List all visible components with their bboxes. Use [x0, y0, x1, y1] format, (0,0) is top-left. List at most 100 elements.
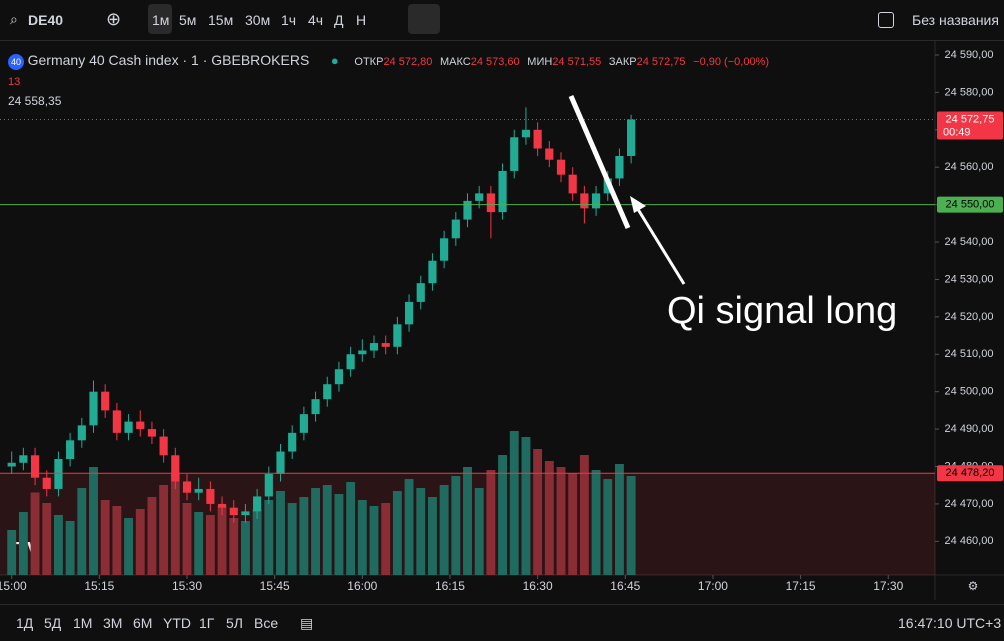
range[interactable]: 1Д: [16, 615, 34, 631]
y-tick-label: 24 510,00: [945, 348, 994, 360]
candle-body: [568, 174, 577, 194]
candle-body: [627, 119, 636, 156]
y-tick-label: 24 520,00: [945, 311, 994, 323]
candle-body: [42, 477, 51, 489]
trend-mark: [568, 95, 631, 229]
open-label: ОТКР: [354, 56, 384, 68]
candle-body: [264, 473, 273, 497]
volume-bar: [217, 506, 227, 575]
low: 24 571,55: [552, 56, 602, 68]
candle-body: [591, 193, 601, 209]
interval[interactable]: Д: [334, 12, 344, 28]
range[interactable]: 1Г: [199, 615, 215, 631]
volume-bar: [579, 455, 589, 575]
candle-body: [112, 410, 121, 433]
interval[interactable]: 5м: [179, 12, 197, 28]
low-label: МИН: [527, 56, 553, 68]
volume-bar: [463, 467, 472, 575]
interval[interactable]: 1ч: [281, 12, 297, 28]
range[interactable]: 1М: [73, 615, 93, 631]
range[interactable]: YTD: [163, 615, 191, 631]
chart-type-button[interactable]: [408, 4, 440, 34]
interval[interactable]: Н: [356, 12, 367, 28]
volume-bar: [100, 500, 110, 575]
x-tick-label: 15:15: [84, 579, 114, 593]
volume-bar: [89, 467, 98, 575]
checkbox[interactable]: [878, 12, 894, 28]
volume-bar: [124, 518, 134, 575]
interval[interactable]: 15м: [208, 12, 234, 28]
volume-bar: [170, 473, 180, 575]
interval[interactable]: 1м: [152, 12, 170, 28]
interval[interactable]: 4ч: [308, 12, 324, 28]
candle-body: [545, 148, 554, 160]
high: 24 573,60: [470, 56, 520, 68]
volume-bar: [299, 497, 309, 575]
volume-bar: [42, 503, 52, 575]
candle-body: [299, 414, 308, 433]
candle-body: [7, 462, 16, 467]
volume-bar: [357, 500, 367, 575]
add-symbol[interactable]: ⊕: [106, 9, 122, 29]
volume-bar: [311, 488, 321, 575]
active-interval-bg: [148, 4, 172, 34]
range[interactable]: 6М: [133, 615, 153, 631]
top-toolbar: ⌕ DE40 ⊕ 1м 5м 15м 30м 1ч 4ч Д Н Без наз…: [0, 0, 1004, 41]
x-tick-label: 15:00: [0, 579, 27, 593]
volume-bar: [147, 497, 157, 575]
candle-body: [428, 260, 437, 284]
volume-bar: [451, 476, 461, 575]
candle-body: [416, 283, 425, 302]
volume-bar: [568, 473, 578, 575]
candle-body: [556, 159, 566, 175]
volume-bar: [404, 479, 414, 575]
volume-bar: [182, 503, 192, 575]
symbol[interactable]: DE40: [28, 12, 64, 28]
candle-body: [217, 503, 227, 508]
volume-bar: [474, 488, 484, 575]
y-tick-label: 24 560,00: [945, 161, 994, 173]
badge: 40: [8, 54, 24, 70]
y-tick-label: 24 540,00: [945, 236, 994, 248]
candle-body: [182, 481, 192, 493]
y-tick-label: 24 590,00: [945, 49, 994, 61]
volume-bar: [614, 464, 624, 575]
range[interactable]: 5Л: [226, 615, 243, 631]
volume-bar: [53, 515, 63, 575]
candle-body: [381, 343, 390, 347]
candle-body: [311, 399, 320, 415]
volume-bar: [7, 530, 17, 575]
close-label: ЗАКР: [608, 56, 637, 68]
range[interactable]: 3М: [103, 615, 123, 631]
candle-body: [229, 507, 238, 516]
candle-body: [276, 451, 285, 474]
candle-body: [54, 459, 63, 489]
date-range-icon[interactable]: ▤: [300, 615, 314, 631]
volume-bar: [533, 449, 543, 575]
layout-name[interactable]: Без названия: [912, 12, 999, 28]
range[interactable]: 5Д: [44, 615, 62, 631]
volume-bar: [346, 482, 356, 575]
price-badge-label: 24 478,20: [946, 467, 995, 479]
volume-bar: [77, 488, 87, 575]
candle-body: [30, 455, 40, 478]
candle-body: [89, 391, 98, 426]
volume-bar: [486, 470, 496, 575]
settings-icon[interactable]: ⚙: [968, 579, 979, 593]
volume-bar: [416, 488, 426, 575]
candle-body: [66, 440, 75, 460]
search-icon[interactable]: ⌕: [10, 11, 18, 27]
candle-body: [486, 193, 495, 213]
annotation: Qi signal long: [667, 290, 897, 332]
volume-bar: [18, 512, 28, 575]
range[interactable]: Все: [254, 615, 279, 631]
candle-body: [510, 137, 519, 171]
x-tick-label: 17:15: [786, 579, 816, 593]
x-tick-label: 16:00: [347, 579, 377, 593]
volume-bar: [626, 476, 636, 575]
interval[interactable]: 30м: [245, 12, 271, 28]
volume-bar: [322, 485, 332, 575]
candle-body: [451, 219, 460, 239]
